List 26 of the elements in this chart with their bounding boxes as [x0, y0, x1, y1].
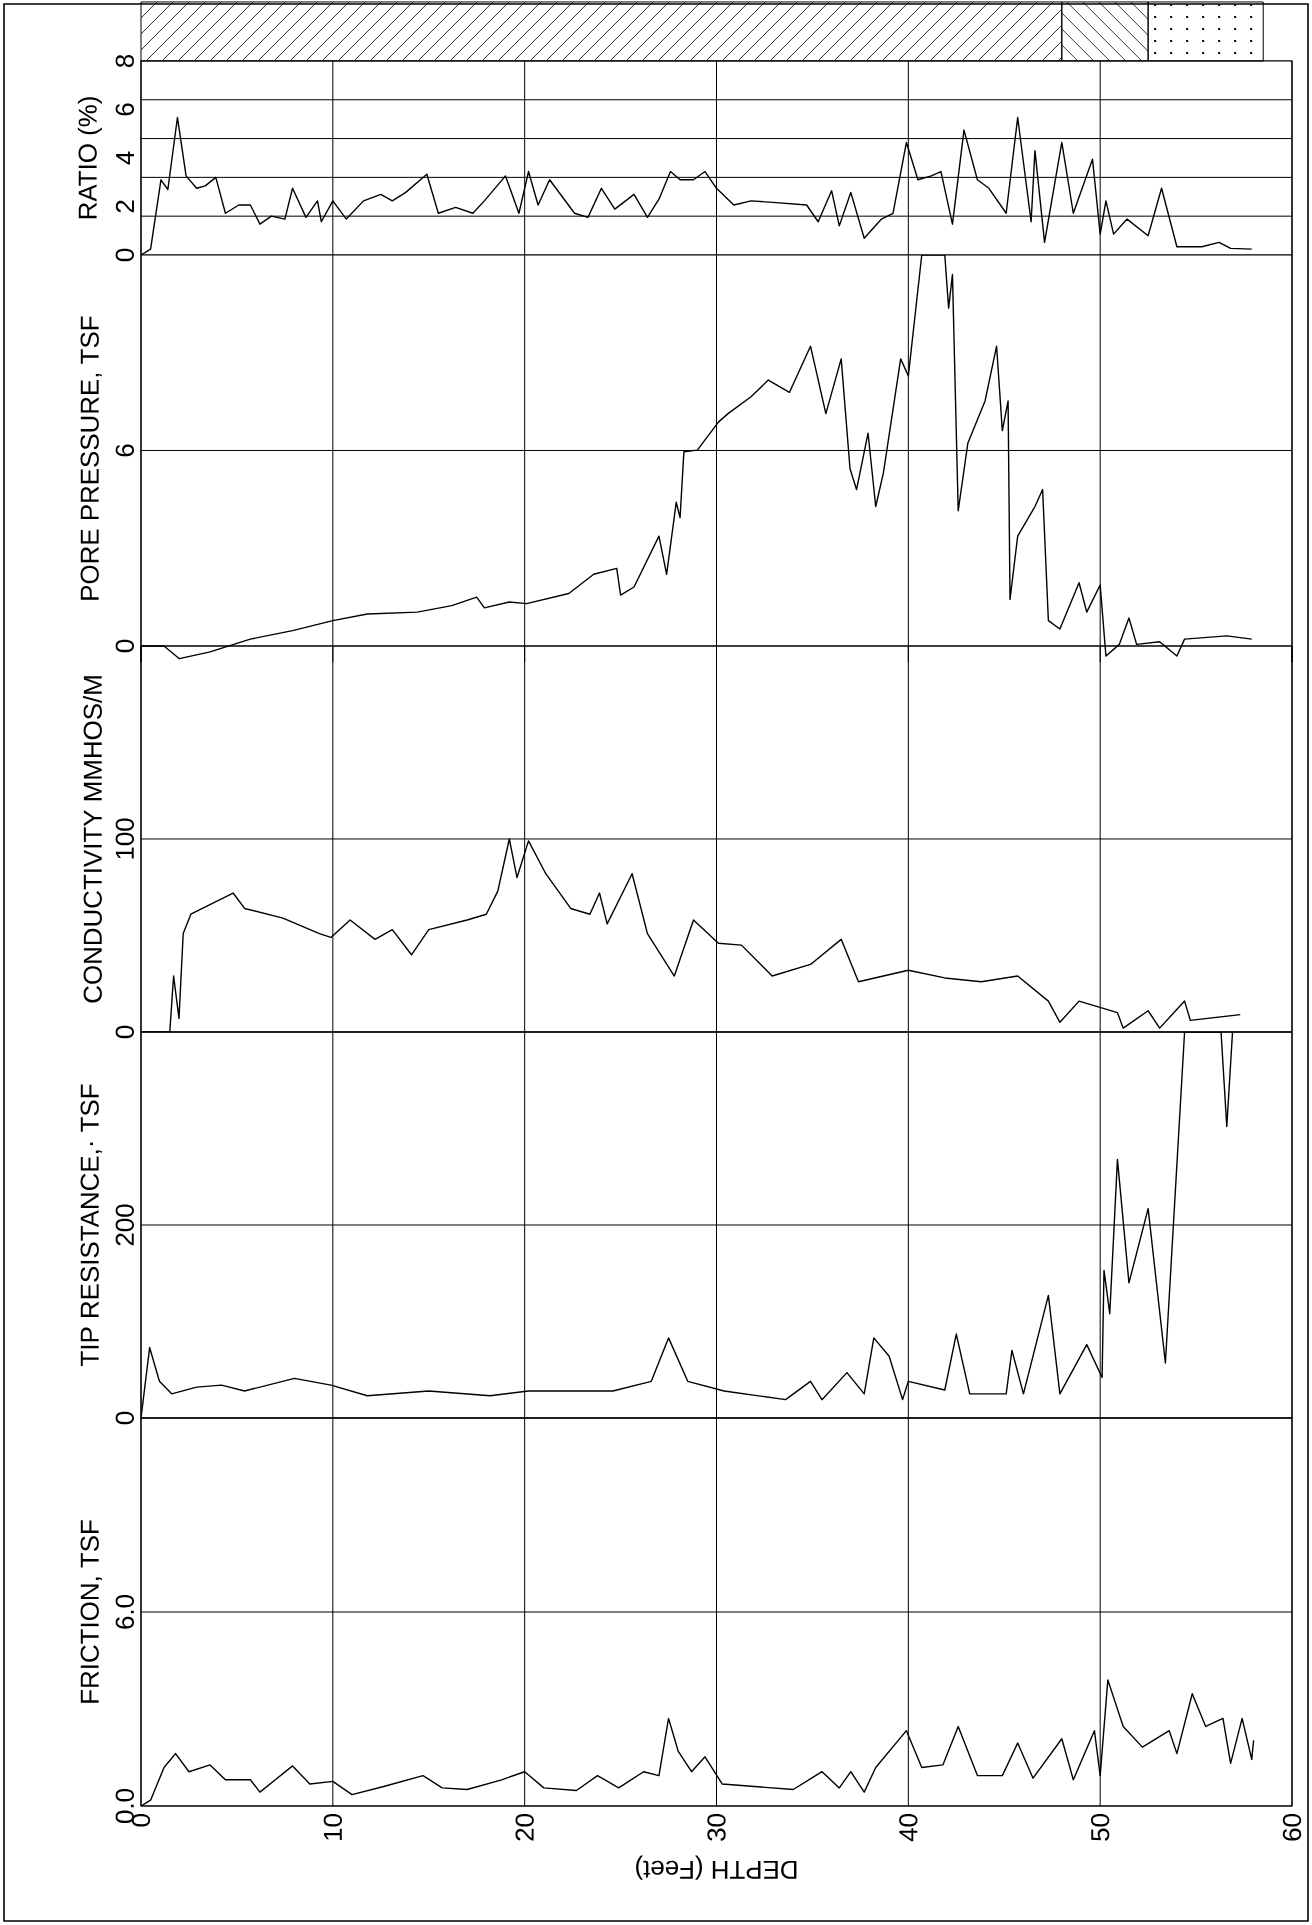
y-tick-label: 0.0	[115, 1788, 134, 1823]
y-tick-label: 8	[115, 54, 134, 68]
y-tick-label: 6.0	[115, 1594, 134, 1629]
y-tick-label: 200	[115, 1204, 134, 1246]
y-tick-label: 100	[115, 818, 134, 859]
y-tick-label: 4	[116, 151, 134, 165]
y-axis-title: CONDUCTIVITY MMHOS/M	[82, 676, 102, 1003]
y-axis-title: RATIO (%)	[77, 97, 102, 219]
y-axis-title: FRICTION, TSF	[80, 1520, 102, 1703]
y-tick-label: 0	[115, 1411, 134, 1425]
x-tick-label: 10	[323, 1814, 342, 1840]
x-tick-label: 60	[1282, 1814, 1302, 1841]
x-tick-label: 50	[1091, 1814, 1110, 1841]
y-axis-title: TIP RESISTANCE,· TSF	[80, 1084, 102, 1366]
x-tick-label: 0	[131, 1814, 151, 1827]
x-tick-label: 20	[515, 1814, 534, 1841]
y-tick-label: 0	[115, 639, 134, 653]
y-tick-label: 6	[115, 444, 134, 457]
y-tick-label: 0	[115, 248, 134, 262]
x-axis-title: DEPTH (Feet)	[636, 1855, 797, 1880]
y-tick-label: 6	[115, 103, 134, 116]
x-tick-label: 40	[899, 1814, 918, 1842]
y-tick-label: 2	[115, 200, 134, 213]
y-tick-label: 0	[115, 1025, 134, 1039]
y-axis-title: PORE PRESSURE, TSF	[80, 316, 102, 600]
x-tick-label: 30	[707, 1814, 726, 1841]
